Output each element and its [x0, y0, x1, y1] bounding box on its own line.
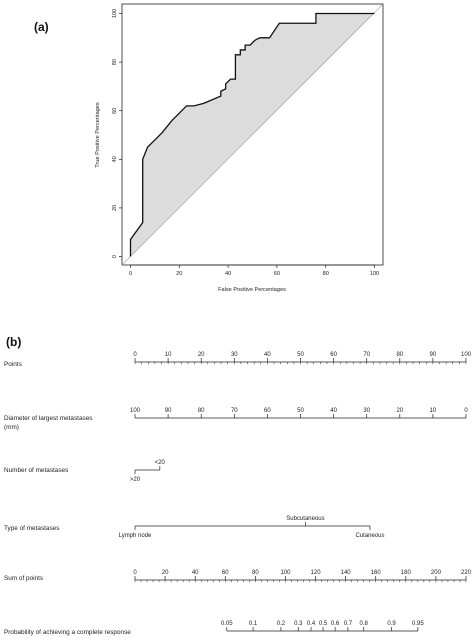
nomogram-tick-label: Cutaneous: [355, 533, 384, 539]
panel-a-label: (a): [34, 20, 49, 34]
roc-x-tick-label: 60: [274, 271, 280, 277]
roc-curve: [129, 12, 375, 257]
roc-x-tick-label: 80: [323, 271, 329, 277]
roc-diagonal-line: [121, 3, 384, 266]
nomogram-tick-label: 20: [162, 570, 169, 576]
nomogram-tick-label: 140: [341, 570, 352, 576]
nomogram-tick-label: 60: [330, 352, 337, 358]
nomogram-tick-label: 30: [231, 352, 238, 358]
nomogram-row-label: Number of metastases: [4, 467, 68, 474]
nomogram-tick-label: 100: [280, 570, 291, 576]
nomogram-tick-label: 20: [198, 352, 205, 358]
nomogram-row-label: (mm): [4, 424, 19, 431]
nomogram-row-label: Probability of achieving a complete resp…: [4, 629, 131, 636]
nomogram-tick-label: 220: [461, 570, 472, 576]
nomogram-row: Type of metastases Lymph node Subcutaneous…: [4, 516, 385, 539]
roc-y-tick-label: 0: [112, 255, 118, 258]
nomogram-tick-label: 60: [222, 570, 229, 576]
nomogram-tick-label: 40: [330, 408, 337, 414]
nomogram-tick-label: 40: [192, 570, 199, 576]
nomogram-tick-label: 10: [430, 408, 437, 414]
nomogram-tick-label: 60: [264, 408, 271, 414]
roc-x-axis-title: False Positive Percentages: [218, 287, 286, 293]
roc-x-tick-label: 20: [176, 271, 182, 277]
nomogram-tick-label: 10: [165, 352, 172, 358]
nomogram-tick-label: 20: [396, 408, 403, 414]
nomogram-row: Probability of achieving a complete resp…: [4, 621, 424, 636]
nomogram-row: Number of metastases >20 <20: [4, 460, 166, 483]
nomogram-tick-label: 40: [264, 352, 271, 358]
nomogram-row: Sum of points 0 20 40 60 80 100 120 140 160 180 200…: [4, 570, 472, 583]
nomogram-row: Points 0 10 20 30 40 50 60 70 80 90 100: [4, 352, 472, 368]
nomogram-tick-label: 0: [133, 570, 137, 576]
nomogram-tick-label: 80: [198, 408, 205, 414]
nomogram-row-label: Diameter of largest metastases: [4, 415, 92, 422]
nomogram-row-label: Sum of points: [4, 575, 43, 582]
nomogram-tick-label: 90: [430, 352, 437, 358]
nomogram-tick-label: 0: [133, 352, 137, 358]
nomogram-tick-label: Subcutaneous: [286, 516, 324, 522]
nomogram-tick-label: 0.4: [307, 621, 316, 627]
nomogram-tick-label: 0.95: [412, 621, 424, 627]
nomogram-tick-label: 0.5: [319, 621, 328, 627]
roc-x-tick-label: 0: [129, 271, 132, 277]
nomogram-tick-label: 0.9: [387, 621, 396, 627]
nomogram-tick-label: 70: [231, 408, 238, 414]
panel-b-label: (b): [6, 335, 21, 349]
nomogram-tick-label: 0: [464, 408, 468, 414]
nomogram-tick-label: 100: [130, 408, 141, 414]
roc-y-tick-label: 80: [112, 59, 118, 65]
nomogram-tick-label: 0.05: [221, 621, 233, 627]
nomogram-tick-label: 0.1: [249, 621, 258, 627]
nomogram-row: Diameter of largest metastases(mm)100 90 8…: [4, 408, 468, 431]
nomogram-tick-label: 0.7: [344, 621, 353, 627]
roc-plot-area: [121, 3, 384, 266]
nomogram-tick-label: 30: [363, 408, 370, 414]
nomogram-tick-label: 100: [461, 352, 472, 358]
nomogram-row-label: Type of metastases: [4, 525, 59, 532]
roc-y-tick-label: 60: [112, 108, 118, 114]
roc-y-tick-label: 100: [112, 9, 118, 18]
roc-y-tick-label: 20: [112, 205, 118, 211]
roc-x-tick-label: 40: [225, 271, 231, 277]
nomogram-tick-label: 50: [297, 408, 304, 414]
nomogram-tick-label: 0.6: [331, 621, 340, 627]
roc-y-axis: 0 20 40 60 80 100: [112, 9, 122, 258]
nomogram-tick-label: 80: [252, 570, 259, 576]
nomogram-tick-label: 0.2: [277, 621, 286, 627]
nomogram-tick-label: >20: [130, 477, 141, 483]
nomogram-tick-label: Lymph node: [119, 533, 152, 539]
nomogram-tick-label: 160: [371, 570, 382, 576]
roc-y-tick-label: 40: [112, 156, 118, 162]
nomogram-tick-label: 180: [401, 570, 412, 576]
nomogram-tick-label: <20: [155, 460, 166, 466]
nomogram-tick-label: 200: [431, 570, 442, 576]
nomogram-tick-label: 0.8: [360, 621, 369, 627]
nomogram-tick-label: 0.3: [294, 621, 303, 627]
roc-x-tick-label: 100: [370, 271, 379, 277]
nomogram-row-label: Points: [4, 361, 22, 368]
nomogram-tick-label: 120: [311, 570, 322, 576]
nomogram-tick-label: 50: [297, 352, 304, 358]
nomogram-tick-label: 80: [396, 352, 403, 358]
roc-panel: (a) 0 20 40 60 80 100 0 20 40 60 80 100 False Posi…: [34, 3, 384, 293]
nomogram-tick-label: 70: [363, 352, 370, 358]
roc-x-axis: 0 20 40 60 80 100: [129, 264, 379, 277]
roc-y-axis-title: True Positive Percentages: [95, 102, 101, 168]
nomogram-tick-label: 90: [165, 408, 172, 414]
